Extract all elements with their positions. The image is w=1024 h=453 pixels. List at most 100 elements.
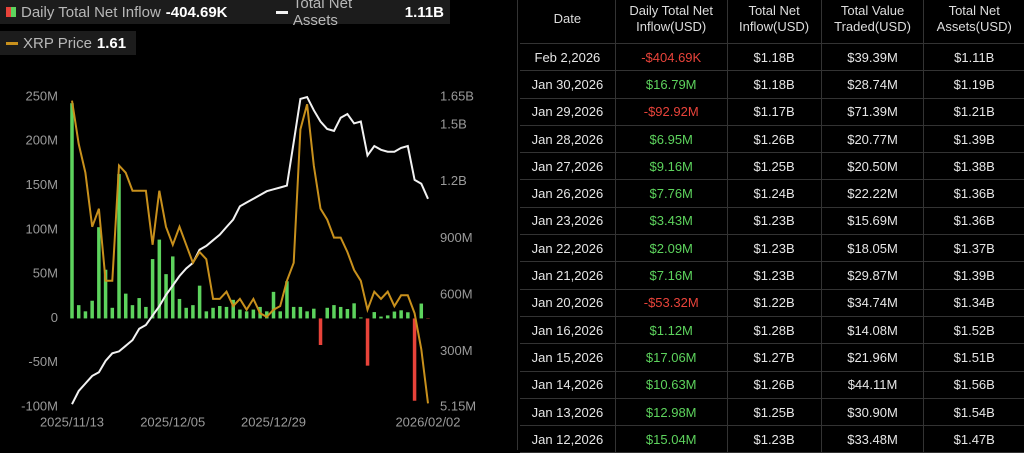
bar [131,305,135,318]
table-cell: Jan 15,2026 [520,344,615,371]
bar [144,307,148,319]
bar [70,103,74,318]
bar [252,310,256,319]
table-cell: Jan 22,2026 [520,235,615,262]
bar [312,309,316,319]
bar [393,312,397,319]
divider [517,0,518,450]
table-row: Jan 22,2026$2.09M$1.23B$18.05M$1.37B [520,235,1024,262]
table-cell: $22.22M [821,180,924,207]
bar [379,317,383,319]
table-row: Jan 29,2026-$92.92M$1.17B$71.39M$1.21B [520,98,1024,125]
table-cell: $1.17B [727,98,821,125]
table-cell: $18.05M [821,235,924,262]
tick-label: 150M [25,177,58,192]
table-cell: $1.18B [727,71,821,98]
bar [292,307,296,319]
tick-label: 1.2B [440,173,467,188]
bar [124,294,128,319]
table-cell: $39.39M [821,44,924,71]
table-cell: $1.23B [727,426,821,453]
bar [339,307,343,318]
table-cell: $1.26B [727,371,821,398]
table-cell: -$53.32M [615,289,727,316]
table-cell: $1.36B [924,180,1024,207]
table-cell: $1.36B [924,207,1024,234]
table-cell: $1.25B [727,153,821,180]
bar [386,315,390,318]
bar [373,312,377,318]
table-cell: $1.11B [924,44,1024,71]
table-cell: $14.08M [821,316,924,343]
tick-label: 200M [25,133,58,148]
chart: 250M200M150M100M50M0-50M-100M1.65B1.5B1.… [0,0,515,450]
table-cell: Jan 26,2026 [520,180,615,207]
bar [406,312,410,318]
table-row: Jan 28,2026$6.95M$1.26B$20.77M$1.39B [520,125,1024,152]
table-cell: $1.23B [727,262,821,289]
table-cell: $15.04M [615,426,727,453]
table-cell: $1.37B [924,235,1024,262]
table-row: Feb 2,2026-$404.69K$1.18B$39.39M$1.11B [520,44,1024,71]
table-cell: $7.16M [615,262,727,289]
table-cell: $1.39B [924,262,1024,289]
tick-label: 0 [51,310,58,325]
tick-label: 600M [440,286,473,301]
table-cell: $10.63M [615,371,727,398]
bar [305,311,309,318]
table-row: Jan 30,2026$16.79M$1.18B$28.74M$1.19B [520,71,1024,98]
table-cell: Jan 16,2026 [520,316,615,343]
x-tick-label: 2025/11/13 [40,414,104,429]
table-cell: Jan 27,2026 [520,153,615,180]
table-cell: $44.11M [821,371,924,398]
bar [366,318,370,365]
bar [299,307,303,319]
bar [178,299,182,318]
table-cell: $33.48M [821,426,924,453]
bar [111,308,115,319]
bar [420,304,424,319]
table-cell: $1.23B [727,235,821,262]
table-cell: Jan 29,2026 [520,98,615,125]
table-cell: $1.12M [615,316,727,343]
table-cell: $1.28B [727,316,821,343]
table-cell: Jan 30,2026 [520,71,615,98]
table-row: Jan 14,2026$10.63M$1.26B$44.11M$1.56B [520,371,1024,398]
tick-label: 900M [440,230,473,245]
table-cell: $1.23B [727,207,821,234]
x-tick-label: 2026/02/02 [395,414,460,429]
table-row: Jan 21,2026$7.16M$1.23B$29.87M$1.39B [520,262,1024,289]
table-cell: $7.76M [615,180,727,207]
tick-label: 1.5B [440,117,467,132]
tick-label: 5.15M [440,398,476,413]
table-cell: Feb 2,2026 [520,44,615,71]
table-cell: Jan 28,2026 [520,125,615,152]
tick-label: 250M [25,88,58,103]
table-cell: $30.90M [821,398,924,425]
table-cell: $2.09M [615,235,727,262]
bar [245,311,249,318]
bar [332,305,336,318]
table-cell: $1.27B [727,344,821,371]
table-cell: $21.96M [821,344,924,371]
table-cell: $1.47B [924,426,1024,453]
column-header: Total Value Traded(USD) [821,0,924,44]
line [72,97,428,404]
bar [218,306,222,318]
bar [352,303,356,318]
table-cell: Jan 23,2026 [520,207,615,234]
bar [90,301,94,319]
table-cell: -$404.69K [615,44,727,71]
table-cell: $1.24B [727,180,821,207]
table-cell: -$92.92M [615,98,727,125]
bar [272,292,276,319]
table-cell: $12.98M [615,398,727,425]
table-cell: $1.56B [924,371,1024,398]
table-cell: $17.06M [615,344,727,371]
bar [137,298,141,318]
bar [325,308,329,319]
bar [84,311,88,318]
column-header: Total Net Inflow(USD) [727,0,821,44]
bar [97,227,101,318]
